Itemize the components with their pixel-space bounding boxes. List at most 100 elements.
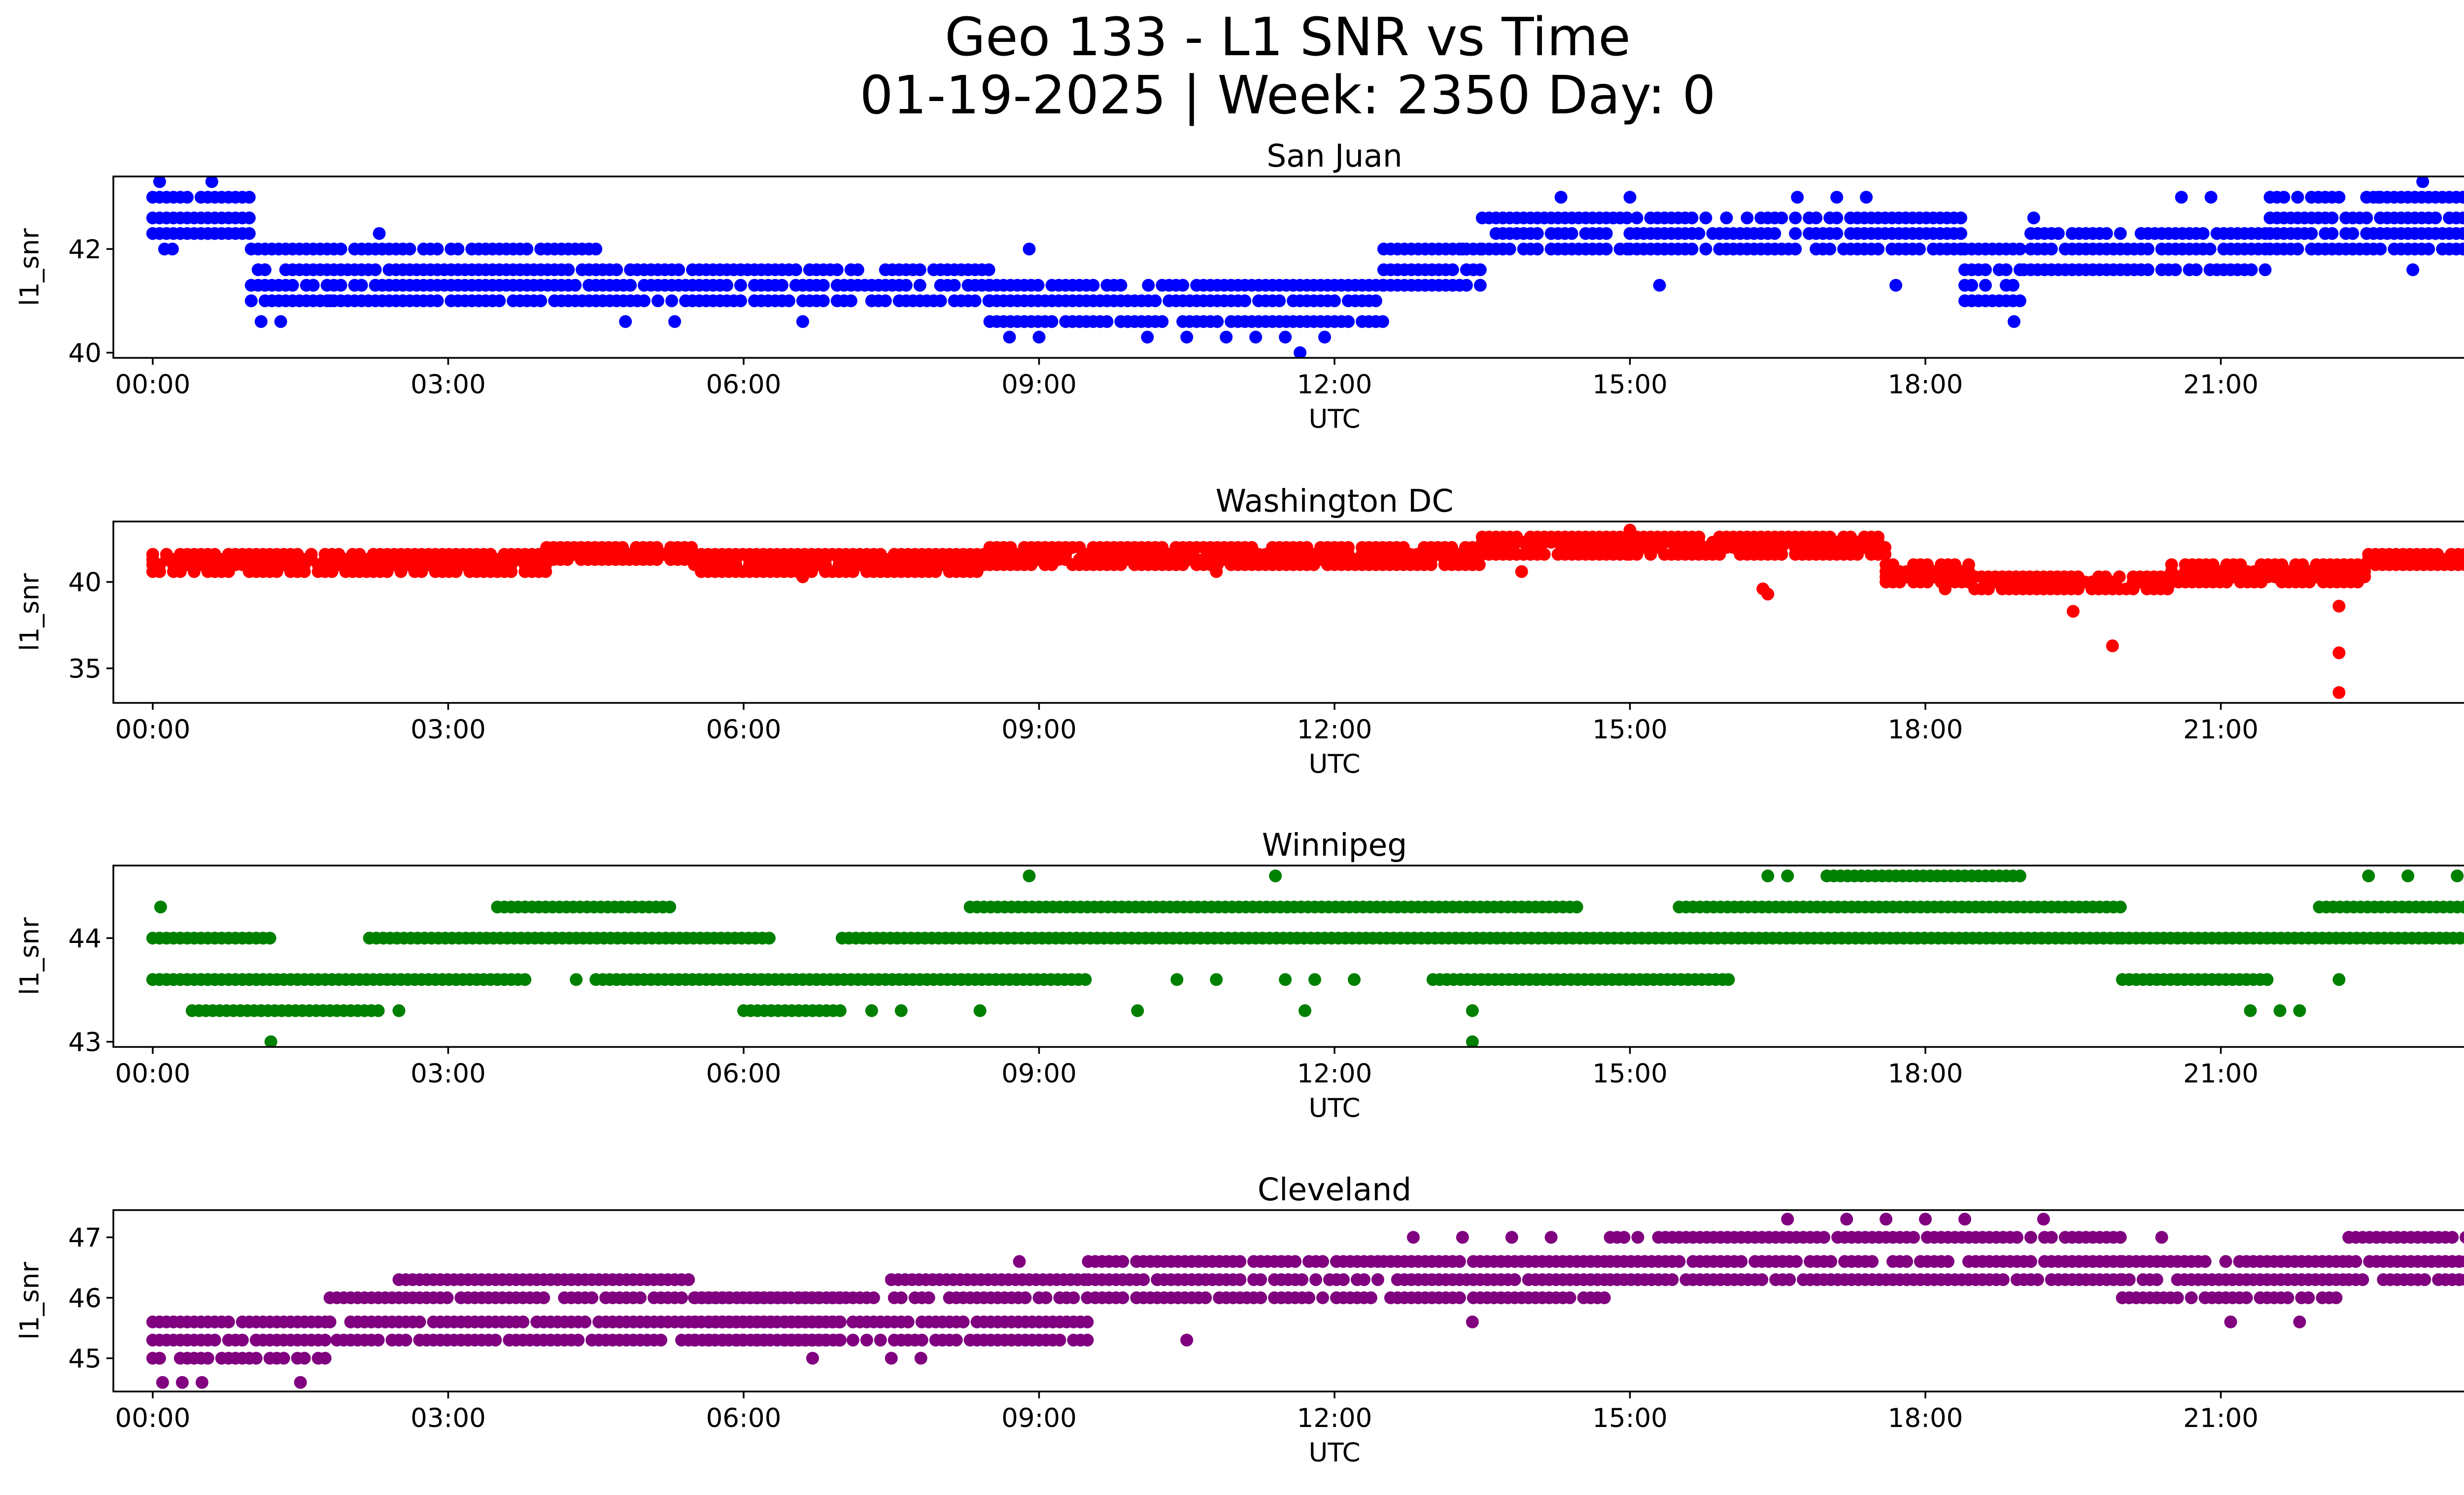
data-point — [1473, 278, 1487, 292]
data-point — [1067, 1291, 1080, 1304]
data-point — [830, 263, 844, 277]
data-point — [489, 1333, 502, 1347]
data-point — [2165, 558, 2178, 571]
data-point — [832, 1315, 846, 1328]
data-point — [1939, 582, 1951, 595]
data-point — [913, 278, 926, 292]
data-point — [323, 294, 337, 308]
data-point — [1032, 330, 1046, 344]
data-point — [2113, 570, 2126, 584]
x-tick-label: 06:00 — [706, 1403, 782, 1433]
data-point — [263, 932, 276, 945]
data-point — [1538, 548, 1551, 561]
data-point — [2116, 1291, 2129, 1304]
data-point — [1508, 1273, 1521, 1286]
scatter-series — [146, 869, 2464, 1047]
x-tick-label: 21:00 — [2183, 1059, 2259, 1089]
data-point — [1302, 1291, 1315, 1304]
data-point — [1692, 530, 1706, 544]
data-point — [1781, 1213, 1794, 1226]
data-point — [860, 1333, 873, 1347]
data-point — [516, 1315, 530, 1328]
data-point — [2171, 1291, 2184, 1304]
x-tick-label: 03:00 — [411, 370, 486, 400]
data-point — [2277, 191, 2291, 204]
data-point — [722, 1291, 735, 1304]
data-point — [242, 191, 256, 204]
y-tick-label: 43 — [68, 1027, 102, 1057]
data-point — [1466, 1004, 1479, 1017]
data-point — [201, 1352, 214, 1365]
data-point — [537, 1291, 550, 1304]
data-point — [1565, 227, 1578, 240]
data-point — [2122, 1273, 2136, 1286]
y-axis-label: l1_snr — [15, 1262, 45, 1340]
data-point — [1954, 227, 1967, 240]
data-point — [879, 294, 892, 308]
data-point — [1358, 1273, 1370, 1286]
data-point — [2045, 243, 2058, 256]
data-point — [1617, 1231, 1631, 1244]
data-point — [274, 315, 287, 328]
y-tick-label: 45 — [68, 1344, 102, 1374]
data-point — [205, 176, 218, 188]
data-point — [1860, 191, 1873, 204]
data-point — [1141, 330, 1154, 344]
data-point — [1081, 1315, 1094, 1328]
x-tick-label: 18:00 — [1888, 715, 1963, 745]
data-point — [675, 1291, 688, 1304]
data-point — [775, 278, 788, 292]
data-point — [334, 278, 347, 292]
scatter-series — [146, 523, 2464, 699]
data-point — [1830, 211, 1844, 225]
x-tick-label: 12:00 — [1297, 370, 1372, 400]
data-point — [180, 191, 194, 204]
data-point — [1879, 541, 1892, 554]
data-point — [146, 548, 159, 561]
data-point — [2332, 973, 2346, 986]
data-point — [1296, 1273, 1309, 1286]
data-point — [1316, 1255, 1329, 1268]
data-point — [914, 1352, 927, 1365]
data-point — [222, 1315, 235, 1328]
data-point — [1299, 1004, 1311, 1017]
data-point — [934, 294, 947, 308]
data-point — [2360, 211, 2373, 225]
data-point — [1308, 973, 1321, 986]
data-point — [569, 278, 582, 292]
data-point — [1176, 278, 1190, 292]
data-point — [2190, 263, 2203, 277]
data-point — [441, 1291, 454, 1304]
data-point — [734, 294, 747, 308]
data-point — [1446, 263, 1459, 277]
data-point — [1294, 346, 1307, 358]
data-point — [2293, 1004, 2306, 1017]
data-point — [682, 1273, 695, 1286]
scatter-series — [146, 1213, 2464, 1389]
data-point — [1962, 558, 1975, 571]
y-tick-label: 44 — [68, 924, 102, 954]
data-point — [688, 1333, 701, 1347]
data-point — [562, 263, 575, 277]
data-point — [2374, 243, 2387, 256]
data-point — [1889, 278, 1903, 292]
data-point — [236, 1333, 249, 1347]
data-point — [1039, 1291, 1053, 1304]
data-point — [1630, 211, 1643, 225]
data-point — [493, 294, 506, 308]
data-point — [1249, 330, 1263, 344]
data-point — [915, 1333, 928, 1347]
data-point — [156, 1376, 169, 1389]
data-point — [817, 278, 830, 292]
data-point — [1254, 1273, 1267, 1286]
data-point — [195, 1376, 208, 1389]
data-point — [307, 278, 320, 292]
subplots: San Juan 00:00 03:00 06:00 09:00 12:00 15:00 18… — [15, 138, 2464, 1468]
data-point — [782, 294, 795, 308]
data-point — [2451, 869, 2464, 882]
data-point — [2457, 243, 2464, 256]
data-point — [638, 294, 651, 308]
x-tick-label: 00:00 — [115, 1403, 191, 1433]
data-point — [154, 901, 167, 914]
data-point — [431, 294, 444, 308]
